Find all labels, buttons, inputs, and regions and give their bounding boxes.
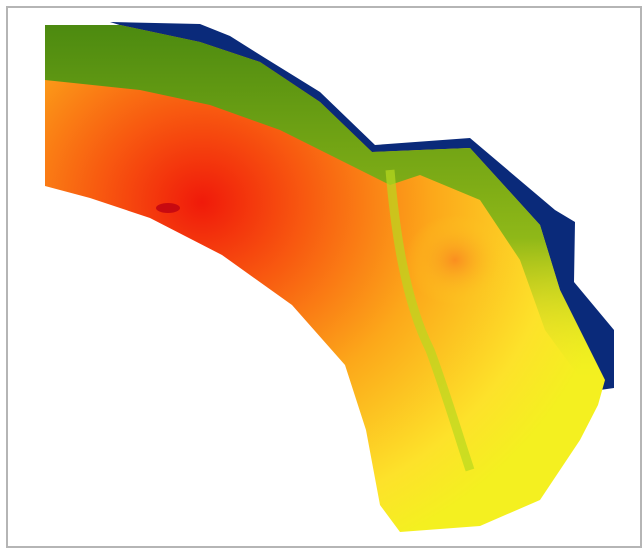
page [0, 0, 643, 549]
map-view [0, 0, 643, 549]
peak [156, 203, 180, 213]
hill [405, 215, 505, 305]
